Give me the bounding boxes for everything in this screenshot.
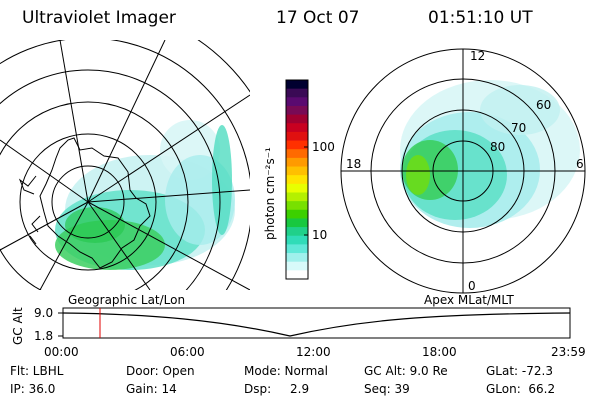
colorbar-band bbox=[286, 157, 308, 168]
dsp-label: Dsp: bbox=[244, 382, 272, 396]
colorbar-band bbox=[286, 261, 308, 271]
mlat-label-70: 70 bbox=[511, 121, 527, 135]
altitude-plot-frame bbox=[62, 307, 571, 339]
colorbar-band bbox=[286, 123, 308, 133]
colorbar-band bbox=[286, 209, 308, 219]
colorbar-band bbox=[286, 183, 308, 193]
altitude-axis-label: GC Alt bbox=[11, 307, 25, 345]
observation-date: 17 Oct 07 bbox=[276, 8, 360, 28]
colorbar-band bbox=[286, 80, 308, 90]
mlat-label-80: 80 bbox=[490, 140, 506, 154]
colorbar-tick-label-10: 10 bbox=[312, 228, 328, 242]
colorbar-band bbox=[286, 253, 308, 263]
mlt-label-18: 18 bbox=[346, 157, 362, 171]
time-tick-1200: 12:00 bbox=[296, 345, 331, 359]
colorbar-band bbox=[286, 175, 308, 185]
coastline-outline bbox=[39, 137, 151, 269]
altitude-tick-label-low: 1.8 bbox=[34, 329, 54, 343]
dsp-value: 2.9 bbox=[290, 382, 310, 396]
colorbar-band bbox=[286, 270, 308, 280]
colorbar-band bbox=[286, 149, 308, 159]
mlt-label-6: 6 bbox=[576, 157, 584, 171]
observation-time: 01:51:10 UT bbox=[428, 8, 533, 28]
altitude-tick-label-high: 9.0 bbox=[34, 306, 54, 320]
seq-readout: Seq: 39 bbox=[364, 382, 410, 396]
geographic-longitude-grid bbox=[0, 40, 250, 290]
colorbar-band bbox=[286, 97, 308, 107]
magnetic-time-grid bbox=[341, 49, 585, 293]
colorbar-band bbox=[286, 244, 308, 254]
colorbar-band bbox=[286, 131, 308, 142]
colorbar-band bbox=[286, 218, 308, 228]
gc-alt-readout: GC Alt: 9.0 Re bbox=[364, 364, 448, 378]
colorbar-tick-label-100: 100 bbox=[312, 140, 335, 154]
geographic-label: Geographic Lat/Lon bbox=[68, 293, 186, 307]
colorbar-band bbox=[286, 140, 308, 150]
colorbar-band bbox=[286, 114, 308, 124]
gain-readout: Gain: 14 bbox=[126, 382, 177, 396]
colorbar-band bbox=[286, 88, 308, 98]
mlt-label-0: 0 bbox=[468, 279, 476, 293]
mlat-label-60: 60 bbox=[536, 98, 552, 112]
filter-readout: Flt: LBHL bbox=[10, 364, 64, 378]
colorbar-gradient bbox=[286, 80, 308, 280]
glon-readout: GLon: 66.2 bbox=[486, 382, 556, 396]
glat-readout: GLat: -72.3 bbox=[486, 364, 553, 378]
time-tick-0600: 06:00 bbox=[170, 345, 205, 359]
colorbar-band bbox=[286, 166, 308, 176]
magnetic-label: Apex MLat/MLT bbox=[424, 293, 514, 307]
magnetic-aurora-emission bbox=[400, 80, 580, 228]
colorbar-band bbox=[286, 235, 308, 245]
time-tick-2359: 23:59 bbox=[551, 345, 586, 359]
altitude-curve bbox=[62, 312, 571, 337]
instrument-title: Ultraviolet Imager bbox=[22, 8, 176, 28]
ip-readout: IP: 36.0 bbox=[10, 382, 56, 396]
mode-readout: Mode: Normal bbox=[244, 364, 328, 378]
colorbar-band bbox=[286, 227, 308, 237]
colorbar-band bbox=[286, 192, 308, 202]
colorbar-band bbox=[286, 105, 308, 116]
geographic-latitude-grid bbox=[0, 40, 250, 290]
colorbar-band bbox=[286, 201, 308, 211]
door-readout: Door: Open bbox=[126, 364, 195, 378]
time-tick-1800: 18:00 bbox=[422, 345, 457, 359]
time-tick-0000: 00:00 bbox=[44, 345, 79, 359]
mlt-label-12: 12 bbox=[470, 49, 486, 63]
